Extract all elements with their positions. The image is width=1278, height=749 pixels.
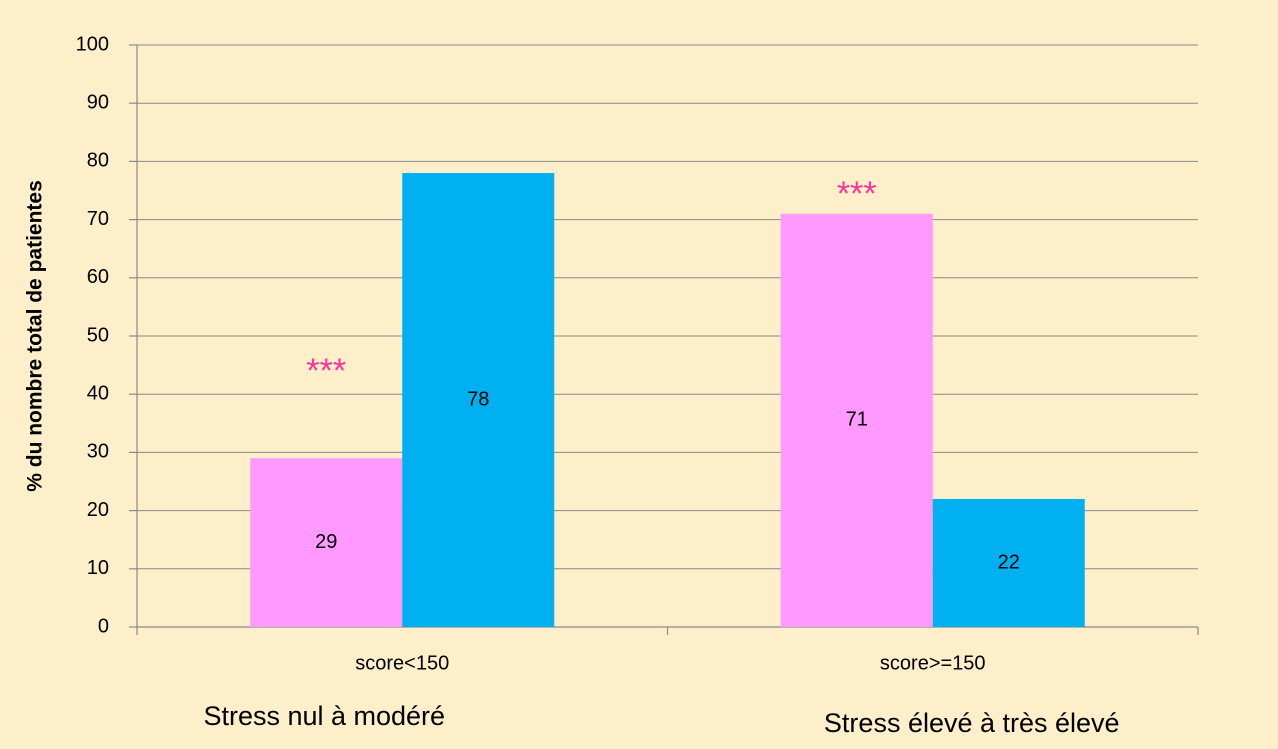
y-tick-label: 60 bbox=[87, 266, 109, 288]
data-label: 29 bbox=[315, 531, 337, 553]
bar bbox=[402, 173, 555, 628]
category-description: Stress élevé à très élevé bbox=[824, 708, 1120, 738]
y-tick-label: 10 bbox=[87, 557, 109, 579]
y-tick-label: 20 bbox=[87, 499, 109, 521]
bar bbox=[780, 213, 933, 627]
x-tick-label: score>=150 bbox=[880, 652, 986, 674]
bar bbox=[932, 498, 1085, 627]
significance-annotation: *** bbox=[306, 352, 346, 390]
category-description: Stress nul à modéré bbox=[203, 701, 445, 731]
y-axis-title: % du nombre total de patientes bbox=[24, 180, 47, 492]
data-label: 71 bbox=[846, 409, 868, 431]
y-tick-label: 0 bbox=[98, 615, 109, 637]
y-tick-label: 90 bbox=[87, 91, 109, 113]
significance-annotation: *** bbox=[837, 175, 877, 213]
bar bbox=[250, 458, 403, 627]
data-label: 22 bbox=[998, 551, 1020, 573]
y-tick-label: 50 bbox=[87, 324, 109, 346]
y-tick-label: 40 bbox=[87, 382, 109, 404]
data-label: 78 bbox=[467, 388, 489, 410]
y-tick-label: 30 bbox=[87, 441, 109, 463]
y-tick-label: 80 bbox=[87, 150, 109, 172]
y-tick-label: 70 bbox=[87, 208, 109, 230]
y-tick-label: 100 bbox=[76, 33, 109, 55]
x-tick-label: score<150 bbox=[355, 652, 449, 674]
